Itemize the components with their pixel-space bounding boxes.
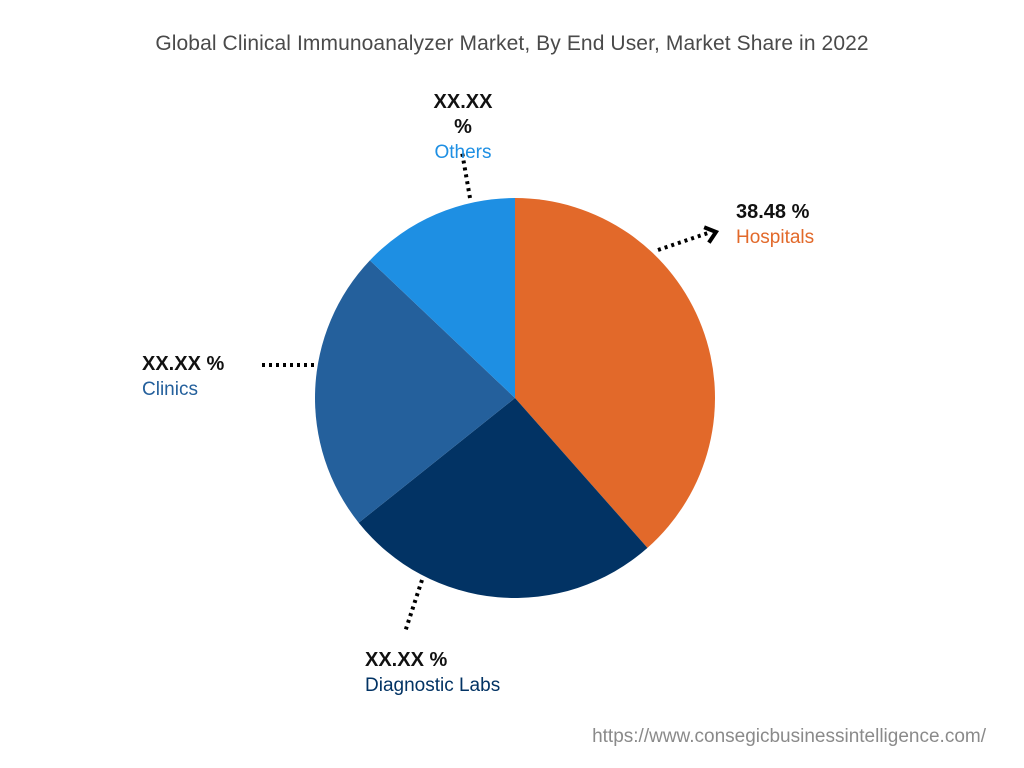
- hospitals-value: 38.48 %: [736, 201, 810, 223]
- leader-hospitals: [657, 231, 709, 252]
- source-url[interactable]: https://www.consegicbusinessintelligence…: [592, 726, 986, 747]
- others-name: Others: [434, 142, 492, 163]
- hospitals-name: Hospitals: [736, 227, 815, 248]
- label-diagnostic-labs: XX.XX % Diagnostic Labs: [365, 648, 500, 698]
- pie-slice-clinics: [314, 260, 515, 523]
- pie-slice-diagnostic-labs: [358, 398, 648, 598]
- arrowhead-icon: [703, 225, 720, 244]
- pie-slices: [314, 198, 715, 598]
- label-others: XX.XX % Others: [423, 90, 503, 165]
- others-value: XX.XX %: [433, 91, 493, 138]
- diagnostic-labs-name: Diagnostic Labs: [365, 675, 501, 696]
- pie-slice-others: [369, 198, 515, 398]
- pie-slice-hospitals: [515, 198, 715, 548]
- diagnostic-labs-value: XX.XX %: [365, 649, 448, 671]
- leader-diagnostic-labs: [403, 579, 424, 633]
- leader-others: [460, 151, 472, 199]
- label-hospitals: 38.48 % Hospitals: [736, 200, 814, 250]
- label-clinics: XX.XX % Clinics: [142, 352, 224, 402]
- clinics-value: XX.XX %: [142, 353, 225, 375]
- clinics-name: Clinics: [142, 379, 198, 400]
- chart-title: Global Clinical Immunoanalyzer Market, B…: [155, 32, 869, 55]
